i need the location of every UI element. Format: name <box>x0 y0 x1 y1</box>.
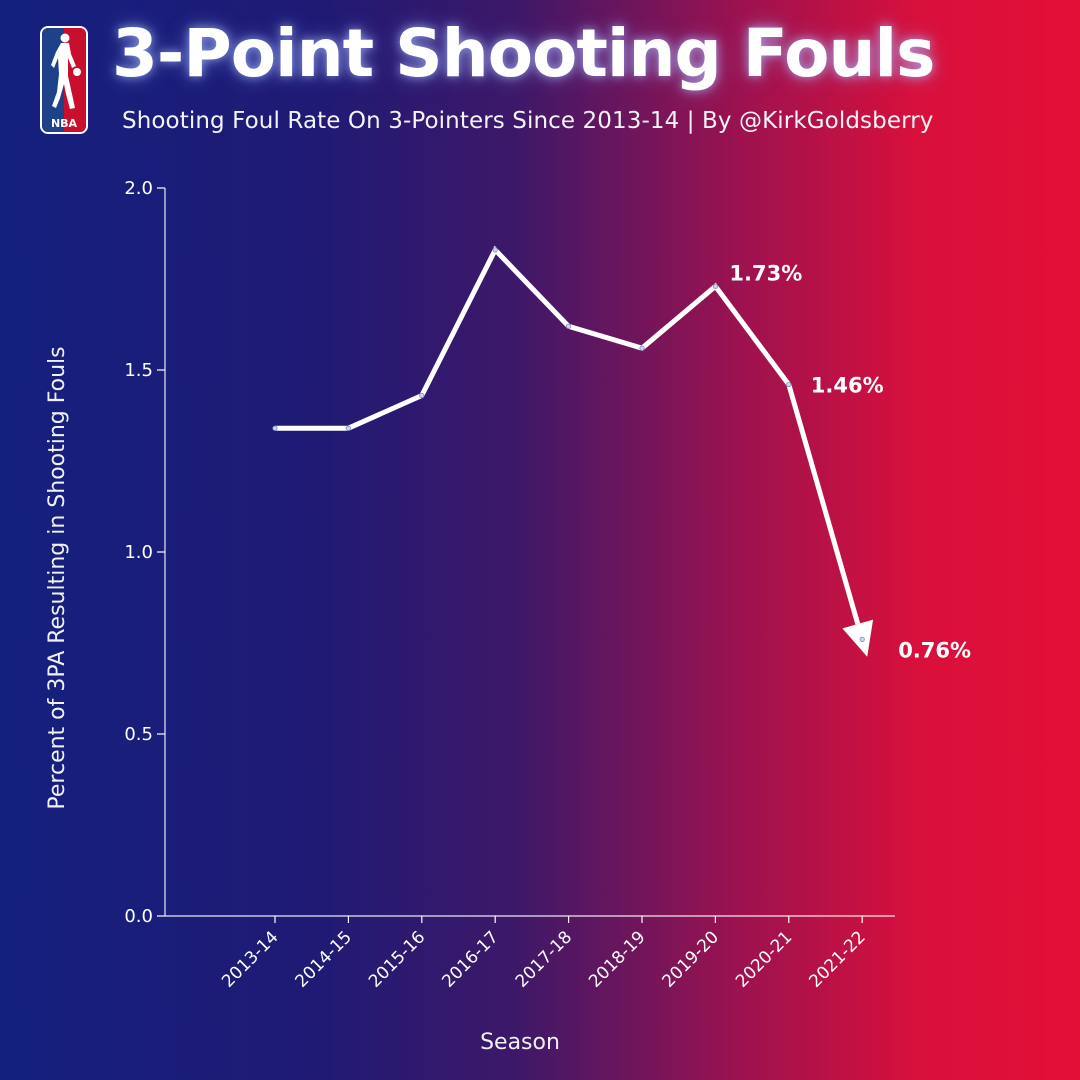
annotation-layer: 1.73% 1.46% 0.76% <box>729 261 971 662</box>
y-axis-label: Percent of 3PA Resulting in Shooting Fou… <box>45 346 70 809</box>
y-tick-label: 0.0 <box>124 906 153 927</box>
x-tick-label: 2020-21 <box>732 927 796 991</box>
x-tick-label: 2014-15 <box>292 927 356 991</box>
y-tick-label: 1.0 <box>124 542 153 563</box>
x-tick-label: 2016-17 <box>438 927 502 991</box>
series-layer <box>272 245 874 657</box>
data-point <box>345 425 351 431</box>
data-point <box>786 381 792 388</box>
x-tick-label: 2018-19 <box>585 927 649 991</box>
data-point <box>712 283 719 289</box>
y-tick-label: 0.5 <box>124 724 153 745</box>
data-point <box>859 636 865 642</box>
x-axis-ticks: 2013-14 2014-15 2015-16 2016-17 2017-18 2018-… <box>218 916 870 992</box>
page-subtitle: Shooting Foul Rate On 3-Pointers Since 2… <box>122 108 934 134</box>
x-tick-label: 2019-20 <box>659 927 723 991</box>
data-point <box>272 425 278 431</box>
series-line <box>275 245 791 431</box>
series-arrow-head <box>842 619 874 657</box>
x-tick-label: 2013-14 <box>218 927 282 991</box>
y-axis-ticks: 0.0 0.5 1.0 1.5 2.0 <box>124 178 165 927</box>
page-title: 3-Point Shooting Fouls <box>112 15 935 92</box>
y-tick-label: 2.0 <box>124 178 153 199</box>
data-label: 1.46% <box>811 374 884 398</box>
x-tick-label: 2021-22 <box>805 927 869 991</box>
data-label: 1.73% <box>729 261 802 285</box>
data-point <box>492 247 498 253</box>
x-axis-label: Season <box>480 1030 560 1055</box>
data-point <box>639 345 645 351</box>
data-point <box>565 323 572 329</box>
nba-logo: NBA <box>40 26 88 134</box>
logo-text: NBA <box>51 117 78 130</box>
x-tick-label: 2015-16 <box>365 927 429 991</box>
data-label: 0.76% <box>898 638 971 662</box>
x-tick-label: 2017-18 <box>512 927 576 991</box>
data-point <box>419 392 425 399</box>
y-tick-label: 1.5 <box>124 360 153 381</box>
chart-axes <box>164 188 895 917</box>
series-arrow-shaft <box>786 383 861 625</box>
